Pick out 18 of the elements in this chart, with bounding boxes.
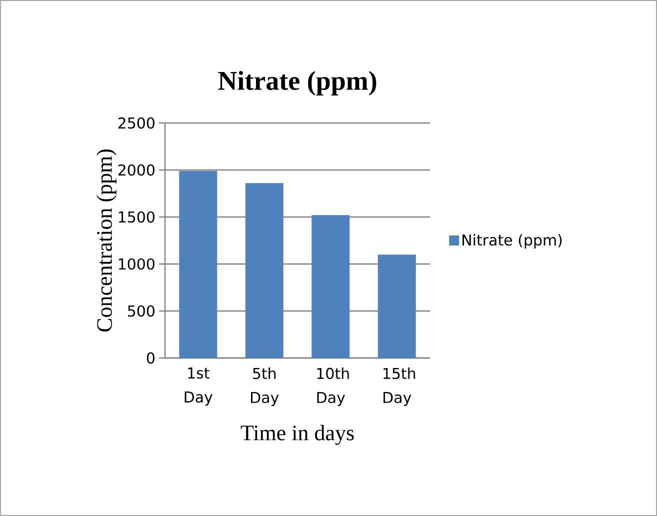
- x-axis-title: Time in days: [240, 424, 354, 445]
- bar: [378, 254, 416, 358]
- y-tick-label: 500: [128, 305, 154, 317]
- legend-label: Nitrate (ppm): [462, 234, 562, 249]
- x-tick-label: 10th Day: [317, 368, 349, 406]
- y-tick-label: 2500: [118, 117, 154, 129]
- y-tick-label: 1000: [118, 258, 154, 270]
- x-tick-label: 1st Day: [184, 368, 212, 406]
- y-tick-label: 2000: [118, 164, 154, 176]
- y-tick-label: 1500: [118, 211, 154, 223]
- chart-title: Nitrate (ppm): [218, 70, 376, 96]
- bar: [245, 183, 284, 358]
- y-axis-title: Concentration (ppm): [96, 149, 116, 332]
- bar: [179, 170, 218, 358]
- bar: [312, 215, 350, 358]
- x-tick-label: 15th Day: [384, 368, 416, 406]
- x-tick-label: 5th Day: [251, 368, 279, 406]
- y-tick-label: 0: [146, 352, 154, 364]
